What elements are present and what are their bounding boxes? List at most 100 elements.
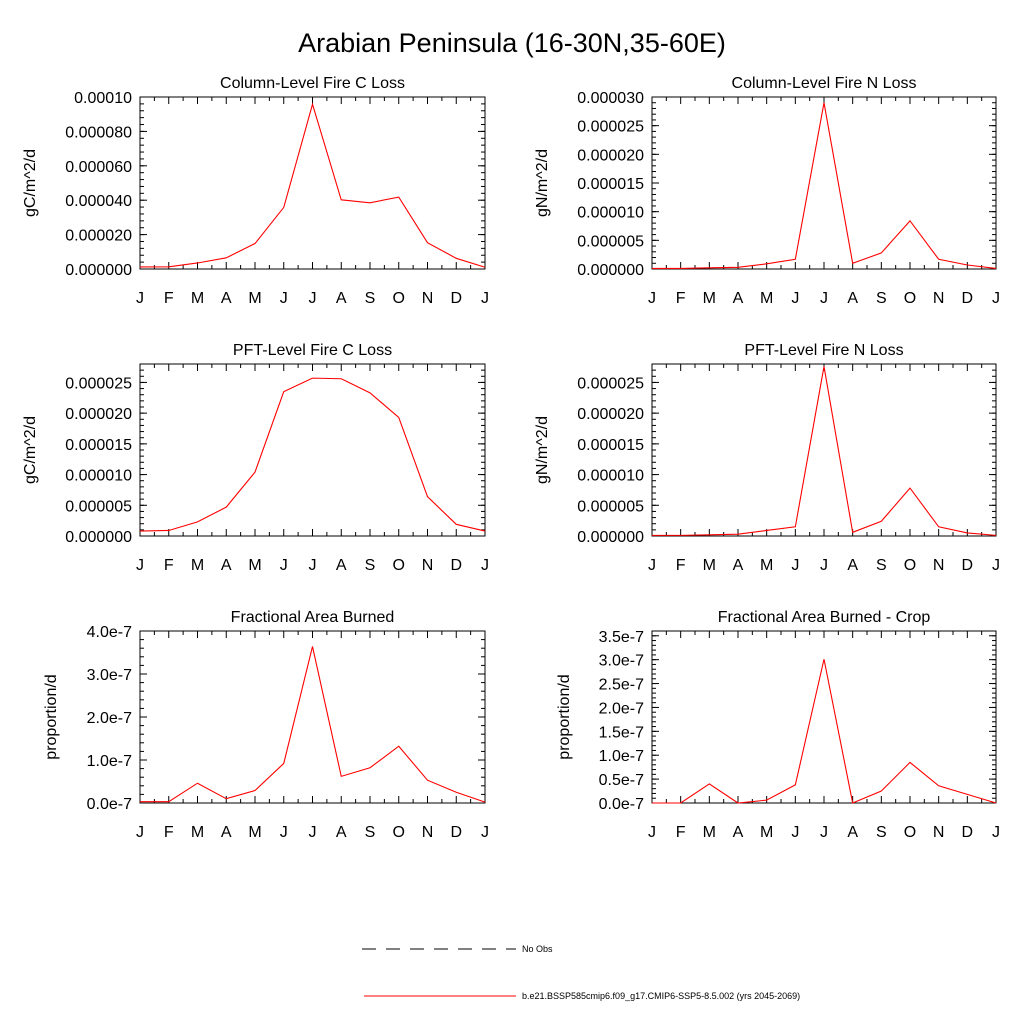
x-tick-label: F xyxy=(676,290,686,307)
y-tick-label: 0.000040 xyxy=(65,193,132,210)
x-tick-label: A xyxy=(336,557,347,574)
series-line xyxy=(652,366,997,536)
x-tick-label: A xyxy=(336,824,347,841)
x-tick-label: O xyxy=(904,557,916,574)
y-tick-label: 0.00010 xyxy=(74,90,132,107)
y-axis-label: gN/m^2/d xyxy=(534,416,551,484)
x-tick-label: A xyxy=(733,557,744,574)
y-tick-label: 0.0e-7 xyxy=(599,796,644,813)
chart-title: PFT-Level Fire C Loss xyxy=(233,342,392,359)
y-tick-label: 1.0e-7 xyxy=(599,748,644,765)
x-tick-label: N xyxy=(422,824,434,841)
x-tick-label: A xyxy=(733,824,744,841)
x-tick-label: M xyxy=(703,824,716,841)
x-tick-label: O xyxy=(393,290,405,307)
y-tick-label: 4.0e-7 xyxy=(87,624,132,641)
x-tick-label: M xyxy=(703,557,716,574)
x-tick-label: O xyxy=(393,557,405,574)
x-tick-label: M xyxy=(248,557,261,574)
x-tick-label: J xyxy=(648,557,656,574)
x-tick-label: J xyxy=(820,290,828,307)
y-tick-label: 0.000025 xyxy=(577,119,644,136)
x-tick-label: J xyxy=(309,824,317,841)
series-line xyxy=(139,102,486,268)
y-tick-label: 0.000060 xyxy=(65,159,132,176)
x-tick-label: M xyxy=(703,290,716,307)
x-tick-label: J xyxy=(648,824,656,841)
x-tick-label: D xyxy=(962,824,974,841)
plot-frame xyxy=(651,630,997,804)
x-tick-label: A xyxy=(221,290,232,307)
y-axis-label: gC/m^2/d xyxy=(22,416,39,484)
x-tick-label: M xyxy=(760,824,773,841)
x-tick-label: J xyxy=(280,557,288,574)
x-tick-label: M xyxy=(191,290,204,307)
x-tick-label: A xyxy=(336,290,347,307)
x-tick-label: J xyxy=(820,557,828,574)
x-tick-label: M xyxy=(760,557,773,574)
x-tick-label: F xyxy=(676,557,686,574)
x-tick-label: D xyxy=(962,290,974,307)
x-tick-label: A xyxy=(847,557,858,574)
x-tick-label: J xyxy=(136,824,144,841)
x-tick-label: M xyxy=(248,290,261,307)
y-axis-label: proportion/d xyxy=(556,674,573,759)
x-tick-label: J xyxy=(309,290,317,307)
y-tick-label: 0.000015 xyxy=(577,176,644,193)
x-tick-label: J xyxy=(136,290,144,307)
y-tick-label: 1.5e-7 xyxy=(599,724,644,741)
x-tick-label: A xyxy=(847,824,858,841)
y-tick-label: 0.5e-7 xyxy=(599,772,644,789)
y-tick-label: 0.000010 xyxy=(65,468,132,485)
series-line xyxy=(140,646,486,803)
x-tick-label: F xyxy=(164,290,174,307)
x-tick-label: J xyxy=(820,824,828,841)
y-tick-label: 0.000020 xyxy=(65,406,132,423)
plot-frame xyxy=(139,96,486,270)
x-tick-label: J xyxy=(992,824,1000,841)
y-tick-label: 0.000010 xyxy=(577,468,644,485)
x-tick-label: S xyxy=(365,824,376,841)
chart-title: Fractional Area Burned xyxy=(231,609,395,626)
x-tick-label: O xyxy=(904,824,916,841)
legend-no-obs-label: No Obs xyxy=(522,944,553,954)
x-tick-label: J xyxy=(648,290,656,307)
y-tick-label: 0.000000 xyxy=(65,529,132,546)
y-axis-label: gN/m^2/d xyxy=(534,149,551,217)
x-tick-label: D xyxy=(450,824,462,841)
y-tick-label: 0.000005 xyxy=(65,498,132,515)
x-tick-label: F xyxy=(676,824,686,841)
y-tick-label: 0.000020 xyxy=(65,228,132,245)
y-tick-label: 0.000020 xyxy=(577,406,644,423)
y-tick-label: 0.000000 xyxy=(577,529,644,546)
y-tick-label: 2.5e-7 xyxy=(599,677,644,694)
y-tick-label: 0.000005 xyxy=(577,233,644,250)
legend: No Obs b.e21.BSSP585cmip6.f09_g17.CMIP6-… xyxy=(362,944,800,1001)
x-tick-label: A xyxy=(847,290,858,307)
x-tick-label: J xyxy=(791,557,799,574)
x-tick-label: J xyxy=(309,557,317,574)
x-tick-label: S xyxy=(365,290,376,307)
plot-frame xyxy=(651,96,997,270)
x-tick-label: N xyxy=(422,290,434,307)
y-tick-label: 0.0e-7 xyxy=(87,796,132,813)
x-tick-label: S xyxy=(876,290,887,307)
x-tick-label: J xyxy=(280,290,288,307)
y-tick-label: 0.000080 xyxy=(65,124,132,141)
x-tick-label: A xyxy=(221,557,232,574)
chart-panel-6: Fractional Area Burned - Crop proportion/… xyxy=(556,609,1000,841)
y-tick-label: 3.5e-7 xyxy=(599,629,644,646)
x-tick-label: F xyxy=(164,824,174,841)
x-tick-label: M xyxy=(191,824,204,841)
x-tick-label: M xyxy=(760,290,773,307)
x-tick-label: F xyxy=(164,557,174,574)
x-tick-label: O xyxy=(904,290,916,307)
x-tick-label: J xyxy=(992,557,1000,574)
series-line xyxy=(139,377,486,532)
y-tick-label: 0.000000 xyxy=(65,262,132,279)
y-tick-label: 2.0e-7 xyxy=(87,710,132,727)
x-tick-label: N xyxy=(933,290,945,307)
y-tick-label: 0.000015 xyxy=(65,437,132,454)
